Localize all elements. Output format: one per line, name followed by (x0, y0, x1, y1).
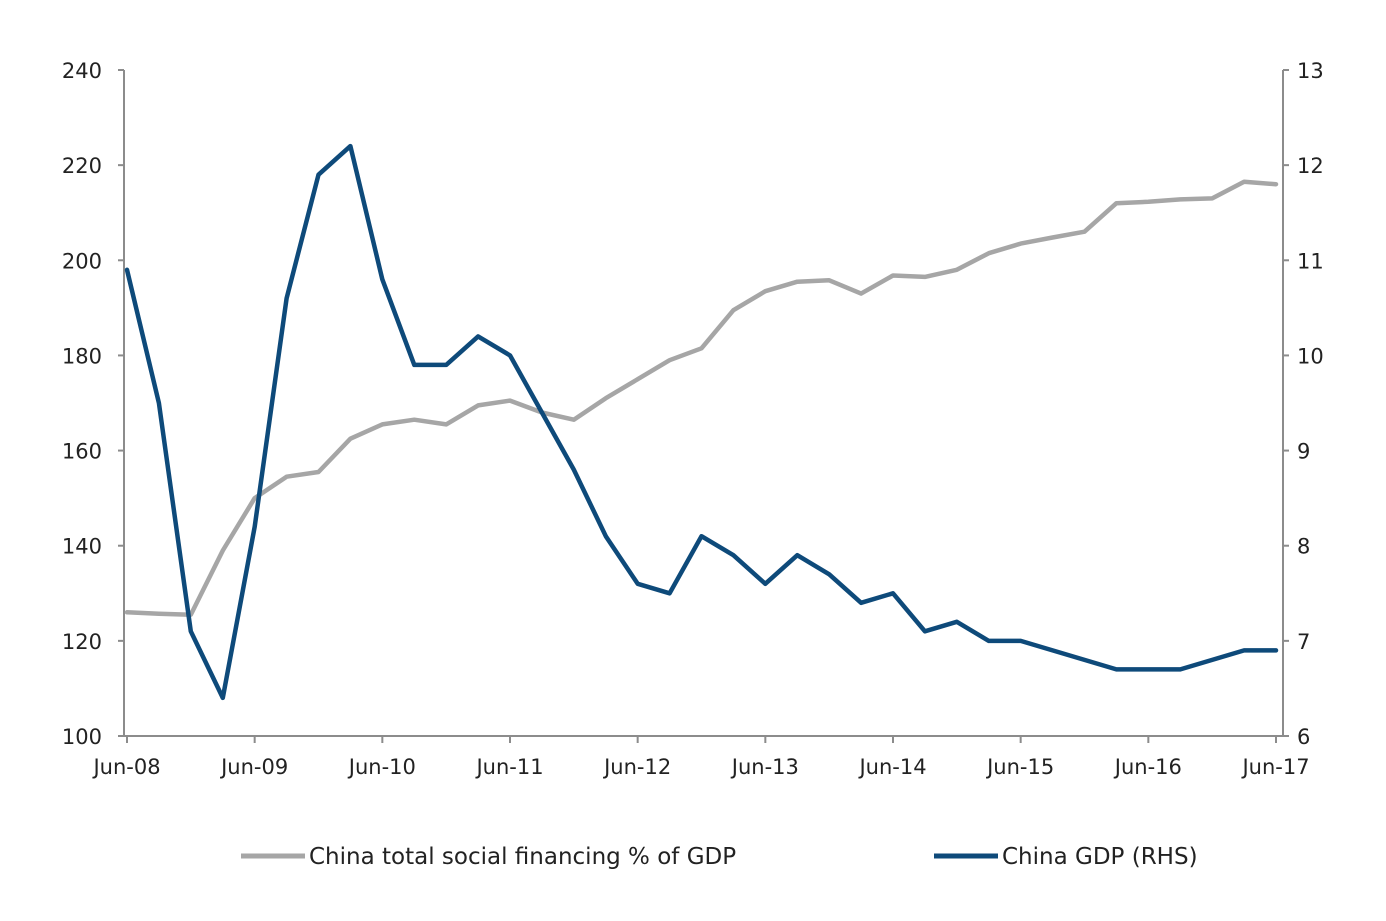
series-line-1 (124, 143, 1279, 701)
legend-label-series-0: China total social financing % of GDP (309, 844, 736, 870)
left-tick-label: 120 (62, 630, 102, 654)
right-tick-label: 9 (1297, 440, 1310, 464)
legend: China total social financing % of GDP Ch… (241, 844, 1198, 870)
x-tick-label: Jun-17 (1240, 755, 1309, 779)
x-ticks: Jun-08 Jun-09 Jun-10 Jun-11 Jun-12 Jun-13 Jun-… (91, 736, 1310, 779)
legend-label-series-1: China GDP (RHS) (1002, 844, 1198, 870)
right-tick-label: 12 (1297, 154, 1324, 178)
left-y-ticks: 100 120 140 160 180 200 220 240 (62, 59, 124, 749)
right-tick-label: 13 (1297, 59, 1324, 83)
x-tick-label: Jun-13 (730, 755, 799, 779)
left-tick-label: 140 (62, 535, 102, 559)
series-lines (124, 143, 1279, 701)
right-tick-label: 7 (1297, 630, 1310, 654)
right-tick-label: 11 (1297, 249, 1324, 273)
right-tick-label: 10 (1297, 344, 1324, 368)
right-tick-label: 6 (1297, 725, 1310, 749)
x-tick-label: Jun-12 (602, 755, 671, 779)
right-tick-label: 8 (1297, 535, 1310, 559)
x-tick-label: Jun-10 (347, 755, 416, 779)
x-tick-label: Jun-14 (857, 755, 926, 779)
axes (123, 70, 1284, 737)
left-tick-label: 100 (62, 725, 102, 749)
x-tick-label: Jun-08 (91, 755, 160, 779)
left-tick-label: 220 (62, 154, 102, 178)
left-tick-label: 180 (62, 344, 102, 368)
left-tick-label: 240 (62, 59, 102, 83)
x-tick-label: Jun-09 (219, 755, 288, 779)
right-y-ticks: 6 7 8 9 10 11 12 13 (1283, 59, 1324, 749)
left-tick-label: 160 (62, 440, 102, 464)
x-tick-label: Jun-16 (1113, 755, 1182, 779)
x-tick-label: Jun-15 (985, 755, 1054, 779)
x-tick-label: Jun-11 (474, 755, 543, 779)
left-tick-label: 200 (62, 249, 102, 273)
series-line-0 (124, 179, 1279, 617)
